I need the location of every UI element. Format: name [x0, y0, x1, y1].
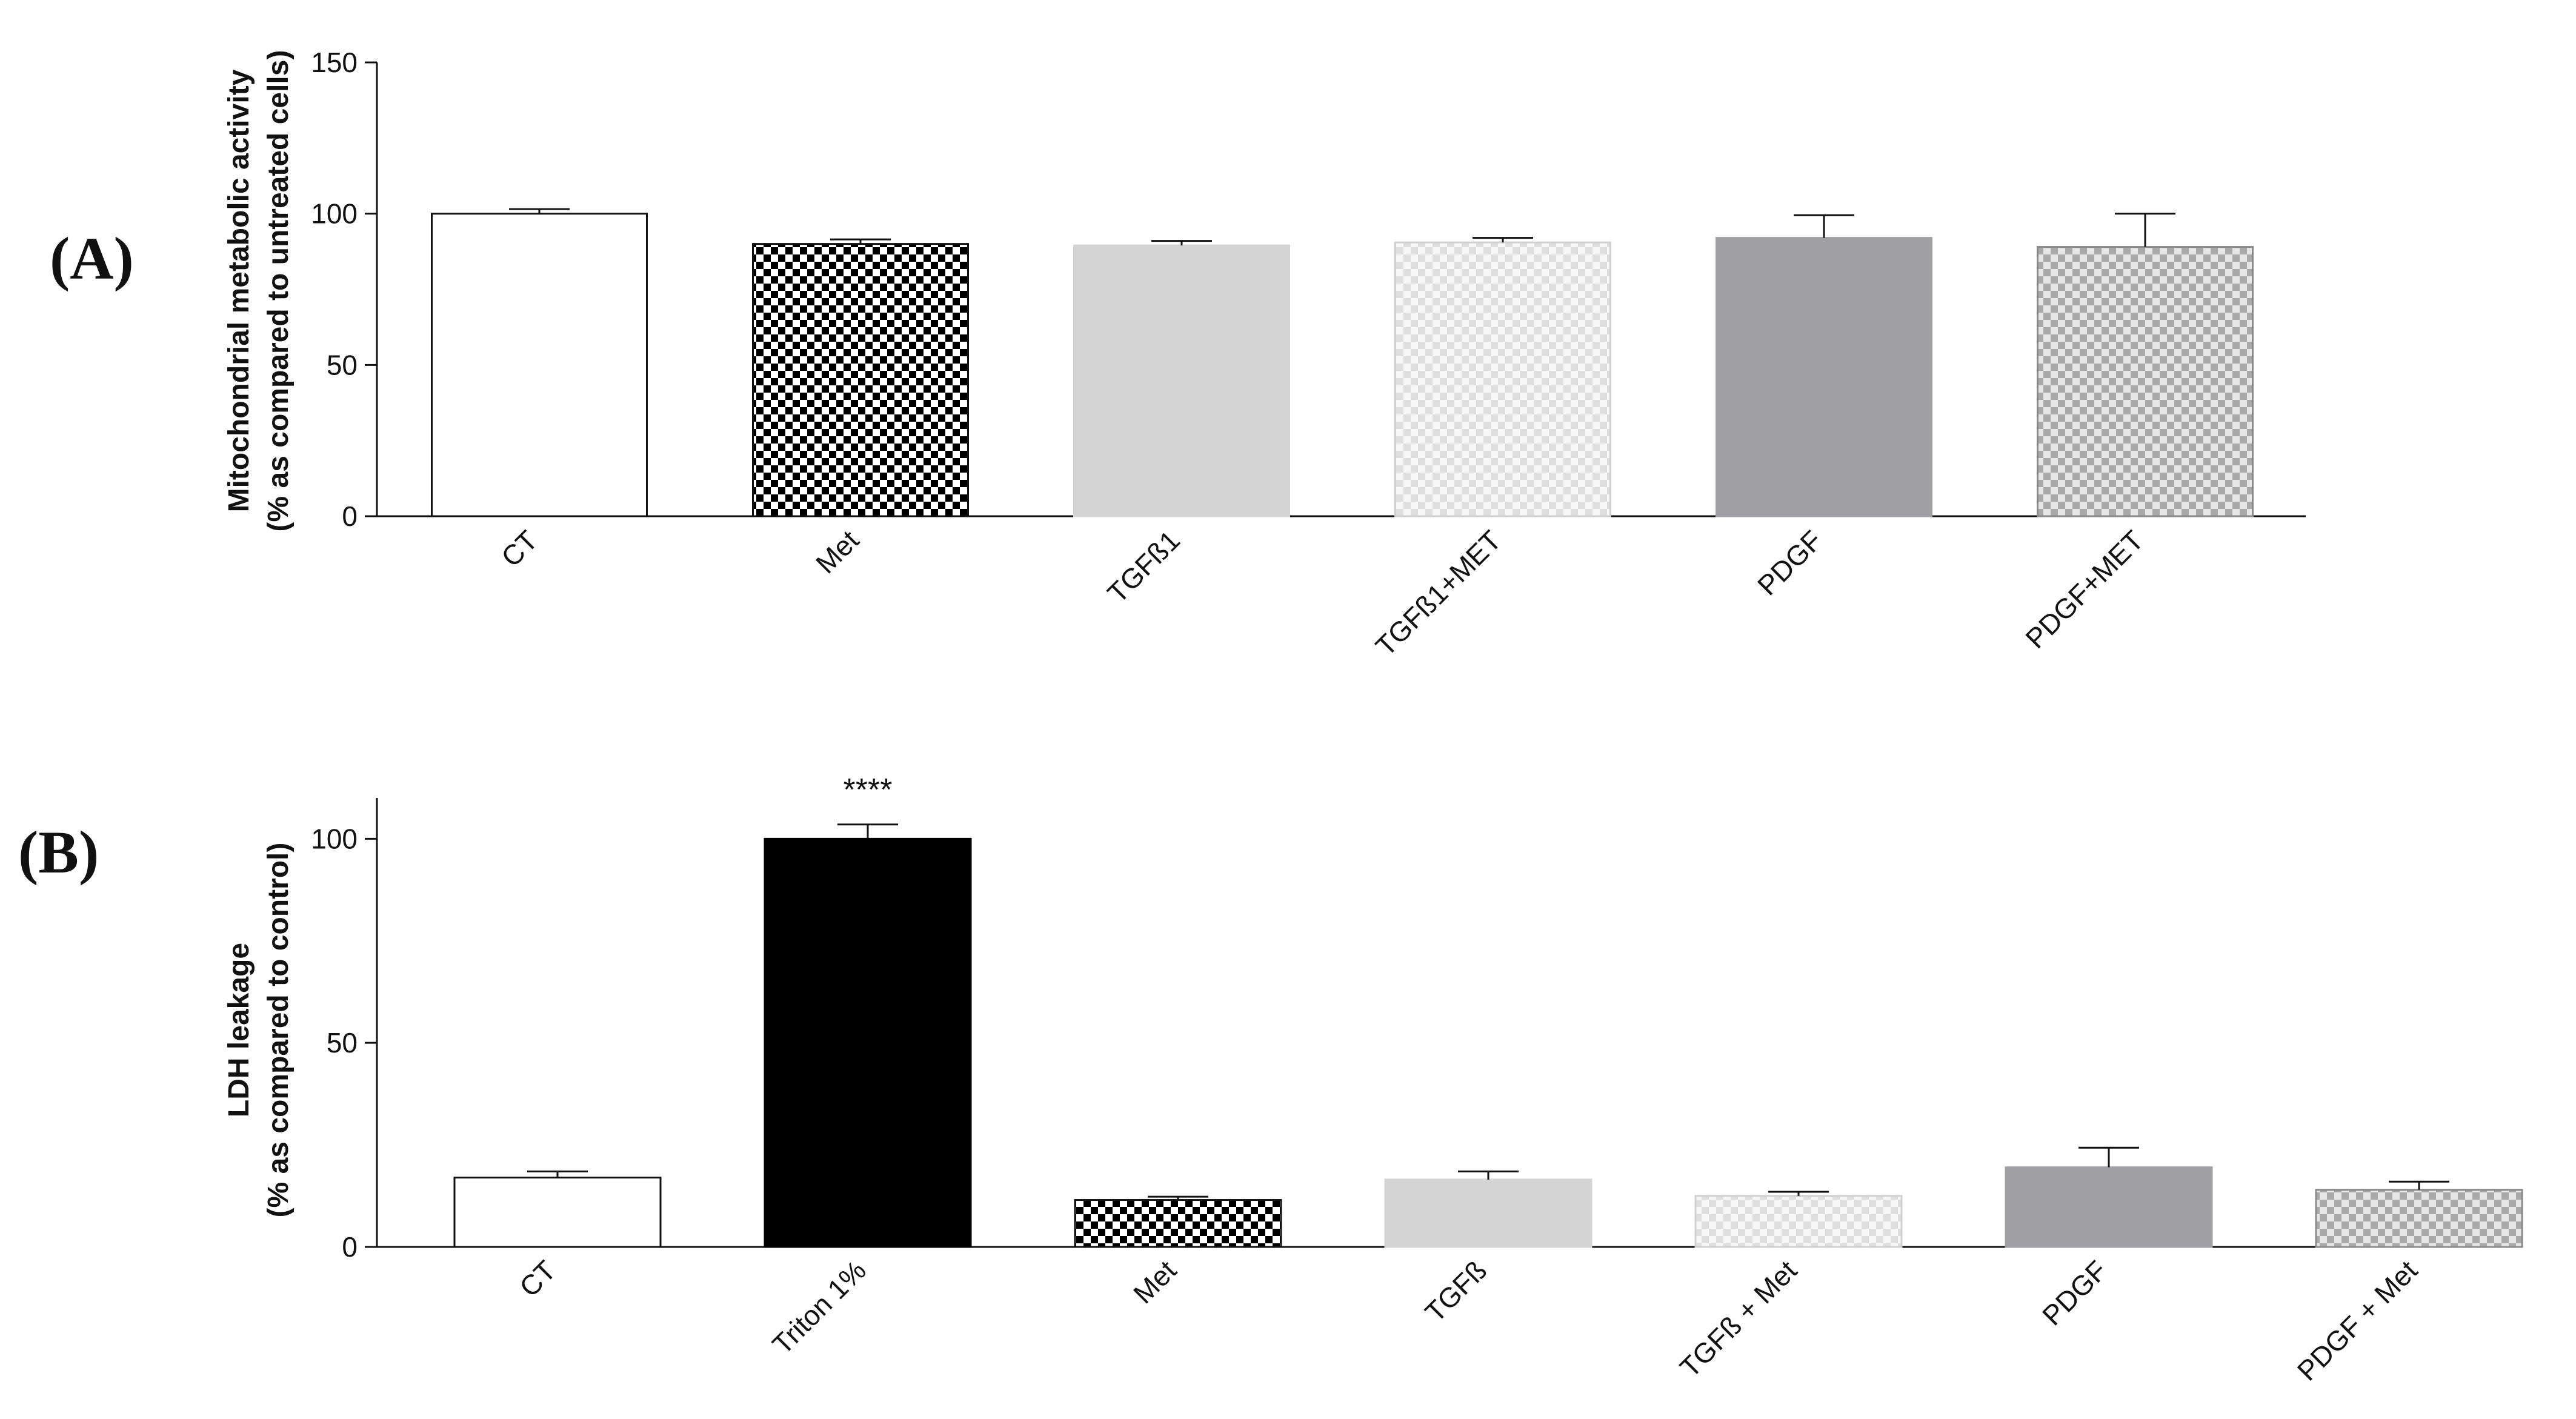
bar-tgf-1-met	[1394, 241, 1611, 517]
bar-ct	[431, 213, 648, 517]
bar-ct	[453, 1176, 662, 1248]
bar-pdgf-met	[2315, 1189, 2523, 1248]
panel-b-y-axis-label: LDH leakage (% as compared to control)	[223, 843, 295, 1218]
bar-pdgf	[2005, 1166, 2213, 1248]
panel-a-category-labels: CT Met TGFß1 TGFß1+MET PDGF PDGF+MET	[495, 524, 2149, 662]
y-tick-label: 0	[342, 1231, 358, 1263]
category-label: Met	[1127, 1254, 1182, 1309]
bar-tgf-met	[1694, 1195, 1903, 1248]
category-label: TGFß + Met	[1674, 1254, 1803, 1383]
bar-pdgf-met	[2037, 246, 2254, 517]
bar-tgf-1	[1073, 244, 1290, 517]
category-label: CT	[495, 524, 544, 573]
panel-b-annotations: ****	[844, 773, 893, 808]
bar-pdgf	[1716, 237, 1932, 517]
bar-met	[752, 243, 969, 517]
y-tick-label: 100	[311, 823, 358, 854]
panel-a-y-axis-label: Mitochondrial metabolic activity (% as c…	[223, 50, 295, 532]
panel-a-tick-labels: 0 50 100 150	[311, 47, 358, 532]
panel-a-chart: (A) Mitochondrial metabolic activity (% …	[50, 47, 2306, 662]
category-label: Met	[810, 524, 865, 579]
panel-b-ylabel-line-2: (% as compared to control)	[262, 843, 295, 1218]
panel-b-ylabel-line-1: LDH leakage	[223, 943, 255, 1117]
bar-tgf	[1384, 1178, 1593, 1248]
panel-b-category-labels: CT Triton 1% Met TGFß TGFß + Met PDGF PDGF + M…	[513, 1254, 2423, 1387]
category-label: Triton 1%	[766, 1254, 872, 1360]
y-tick-label: 100	[311, 198, 358, 230]
category-label: PDGF	[2036, 1254, 2113, 1331]
y-tick-label: 150	[311, 47, 358, 78]
panel-b-error-bars	[527, 823, 2449, 1200]
category-label: TGFß1	[1101, 524, 1186, 609]
category-label: CT	[513, 1254, 562, 1303]
panel-a-ylabel-line-2: (% as compared to untreated cells)	[262, 50, 295, 532]
y-tick-label: 0	[342, 500, 358, 532]
category-label: PDGF + Met	[2291, 1254, 2424, 1387]
significance-label: ****	[844, 773, 893, 808]
bar-triton-1	[764, 837, 972, 1248]
panel-b-bars	[453, 837, 2523, 1248]
y-tick-label: 50	[327, 349, 358, 381]
category-label: PDGF	[1751, 524, 1828, 601]
category-label: TGFß	[1419, 1254, 1493, 1328]
panel-b-label: (B)	[18, 819, 99, 886]
panel-b-chart: (B) LDH leakage (% as compared to contro…	[18, 773, 2523, 1387]
panel-a-axes	[365, 61, 2306, 517]
panel-a-ylabel-line-1: Mitochondrial metabolic activity	[223, 69, 255, 512]
category-label: PDGF+MET	[2019, 524, 2149, 654]
panel-a-label: (A)	[50, 225, 134, 292]
panel-b-tick-labels: 0 50 100	[311, 823, 358, 1263]
y-tick-label: 50	[327, 1027, 358, 1058]
category-label: TGFß1+MET	[1370, 524, 1507, 662]
panel-a-error-bars	[509, 208, 2175, 247]
panel-a-bars	[431, 213, 2254, 517]
bar-met	[1074, 1199, 1282, 1248]
